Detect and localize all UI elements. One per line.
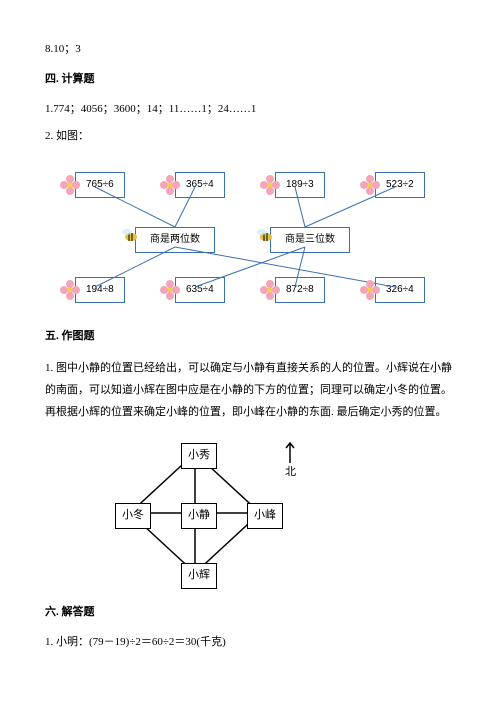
node-top: 小秀 bbox=[181, 443, 217, 469]
flower-icon bbox=[260, 280, 280, 300]
section-5-body: 1. 图中小静的位置已经给出，可以确定与小静有直接关系的人的位置。小辉说在小静的… bbox=[45, 357, 455, 423]
calc-line-2: 2. 如图： bbox=[45, 127, 455, 147]
node-center: 小静 bbox=[181, 503, 217, 529]
diagram-flower-division: 765÷6 365÷4 189÷3 523÷2 商是两位数 商是三位数 194÷… bbox=[45, 157, 455, 317]
node-right: 小峰 bbox=[247, 503, 283, 529]
flower-icon bbox=[360, 280, 380, 300]
node-bottom: 小辉 bbox=[181, 563, 217, 589]
flower-icon bbox=[160, 280, 180, 300]
diagram-position: 北 小秀 小冬 小静 小峰 小辉 bbox=[95, 433, 335, 593]
flower-icon bbox=[160, 175, 180, 195]
top-answer-line: 8.10；3 bbox=[45, 40, 455, 60]
diagram1-connections bbox=[45, 157, 455, 317]
section-4-title: 四. 计算题 bbox=[45, 70, 455, 90]
flower-icon bbox=[260, 175, 280, 195]
calc-line-1: 1.774；4056；3600；14；11……1；24……1 bbox=[45, 100, 455, 120]
bee-icon bbox=[255, 229, 273, 243]
flower-icon bbox=[360, 175, 380, 195]
bee-icon bbox=[120, 229, 138, 243]
flower-icon bbox=[60, 280, 80, 300]
flower-icon bbox=[60, 175, 80, 195]
section-5-title: 五. 作图题 bbox=[45, 327, 455, 347]
solve-line-1: 1. 小明：(79－19)÷2＝60÷2＝30(千克) bbox=[45, 633, 455, 653]
node-left: 小冬 bbox=[115, 503, 151, 529]
section-6-title: 六. 解答题 bbox=[45, 603, 455, 623]
